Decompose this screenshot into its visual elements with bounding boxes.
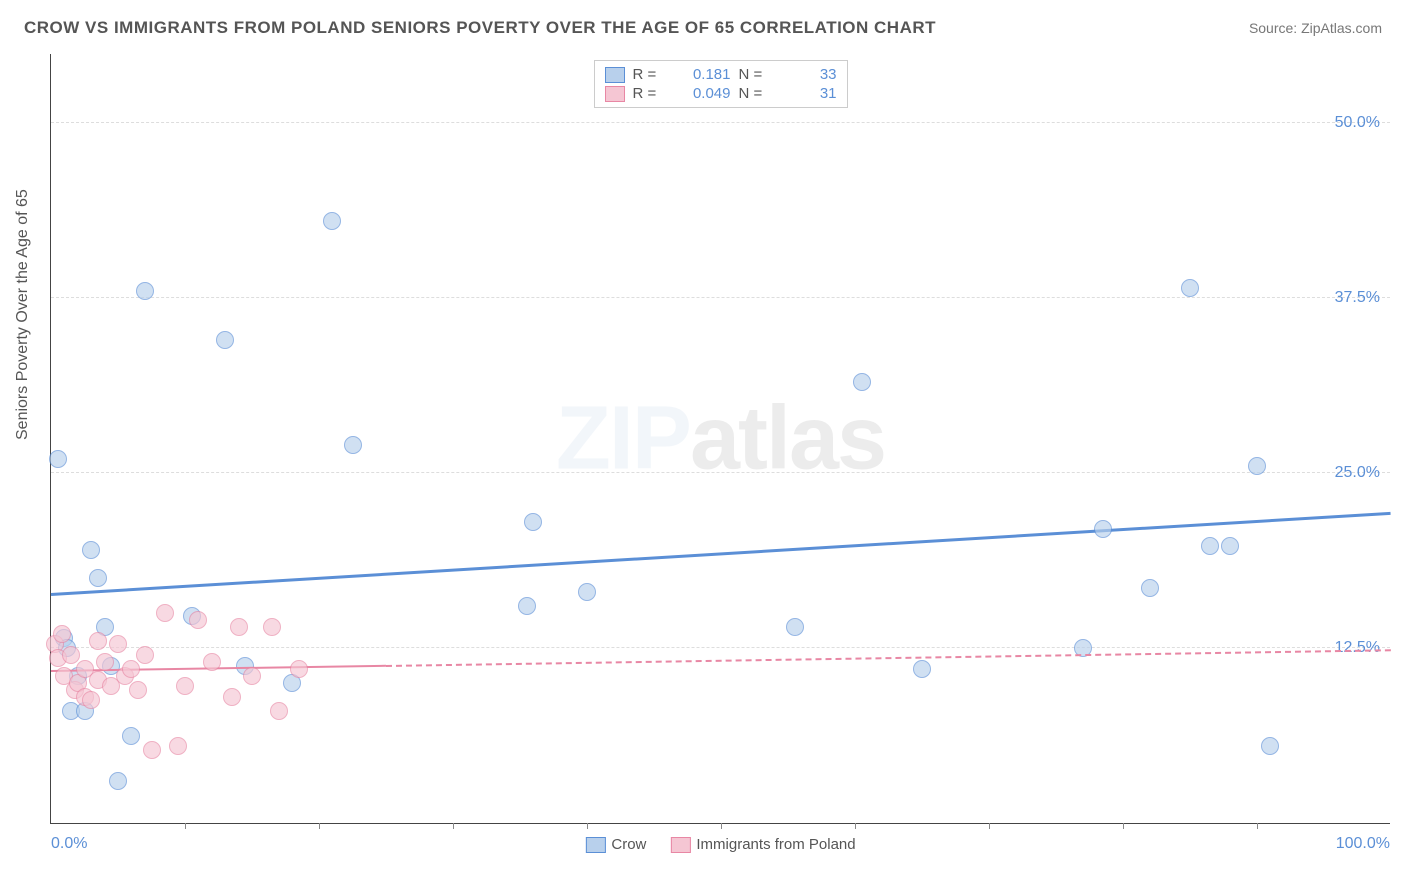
data-point xyxy=(1201,537,1219,555)
y-tick-label: 12.5% xyxy=(1335,639,1380,657)
legend-item: Crow xyxy=(585,836,646,853)
legend-bottom: Crow Immigrants from Poland xyxy=(585,836,855,853)
data-point xyxy=(344,436,362,454)
y-axis-title: Seniors Poverty Over the Age of 65 xyxy=(14,189,32,440)
data-point xyxy=(49,450,67,468)
legend-label: Crow xyxy=(611,836,646,853)
legend-r-label: R = xyxy=(633,66,667,83)
trend-line xyxy=(386,649,1391,667)
plot-area: ZIPatlas R =0.181N =33R =0.049N =31 0.0%… xyxy=(50,54,1390,824)
x-min-label: 0.0% xyxy=(51,835,87,853)
legend-r-label: R = xyxy=(633,85,667,102)
data-point xyxy=(913,660,931,678)
x-tick xyxy=(855,823,856,829)
legend-item: Immigrants from Poland xyxy=(670,836,855,853)
data-point xyxy=(62,646,80,664)
data-point xyxy=(263,618,281,636)
data-point xyxy=(156,604,174,622)
gridline xyxy=(51,122,1390,123)
data-point xyxy=(89,569,107,587)
data-point xyxy=(143,741,161,759)
x-tick xyxy=(989,823,990,829)
data-point xyxy=(122,727,140,745)
legend-n-label: N = xyxy=(739,66,773,83)
gridline xyxy=(51,472,1390,473)
legend-top: R = 0.181 N = 33 R = 0.049 N = 31 xyxy=(594,60,848,108)
data-point xyxy=(216,331,234,349)
x-tick xyxy=(587,823,588,829)
data-point xyxy=(82,691,100,709)
data-point xyxy=(89,632,107,650)
watermark: ZIPatlas xyxy=(556,387,885,490)
x-tick xyxy=(1123,823,1124,829)
x-max-label: 100.0% xyxy=(1336,835,1390,853)
data-point xyxy=(1221,537,1239,555)
data-point xyxy=(270,702,288,720)
data-point xyxy=(290,660,308,678)
data-point xyxy=(1181,279,1199,297)
trend-line xyxy=(51,512,1391,596)
chart-title: CROW VS IMMIGRANTS FROM POLAND SENIORS P… xyxy=(24,18,936,38)
legend-r-value: 0.181 xyxy=(675,66,731,83)
data-point xyxy=(230,618,248,636)
y-tick-label: 50.0% xyxy=(1335,114,1380,132)
data-point xyxy=(853,373,871,391)
data-point xyxy=(96,653,114,671)
y-tick-label: 37.5% xyxy=(1335,289,1380,307)
data-point xyxy=(176,677,194,695)
data-point xyxy=(136,646,154,664)
x-tick xyxy=(1257,823,1258,829)
x-tick xyxy=(453,823,454,829)
y-tick-label: 25.0% xyxy=(1335,464,1380,482)
title-bar: CROW VS IMMIGRANTS FROM POLAND SENIORS P… xyxy=(24,18,1382,38)
data-point xyxy=(524,513,542,531)
x-tick xyxy=(721,823,722,829)
legend-n-value: 33 xyxy=(781,66,837,83)
legend-swatch xyxy=(585,837,605,853)
legend-row: R = 0.049 N = 31 xyxy=(605,84,837,103)
chart-source: Source: ZipAtlas.com xyxy=(1249,20,1382,36)
legend-swatch xyxy=(605,67,625,83)
legend-r-value: 0.049 xyxy=(675,85,731,102)
x-tick xyxy=(185,823,186,829)
data-point xyxy=(136,282,154,300)
legend-swatch xyxy=(605,86,625,102)
data-point xyxy=(243,667,261,685)
data-point xyxy=(53,625,71,643)
legend-n-value: 31 xyxy=(781,85,837,102)
legend-n-label: N = xyxy=(739,85,773,102)
data-point xyxy=(223,688,241,706)
data-point xyxy=(1261,737,1279,755)
data-point xyxy=(1094,520,1112,538)
data-point xyxy=(786,618,804,636)
data-point xyxy=(323,212,341,230)
gridline xyxy=(51,647,1390,648)
data-point xyxy=(129,681,147,699)
data-point xyxy=(109,635,127,653)
data-point xyxy=(82,541,100,559)
data-point xyxy=(169,737,187,755)
data-point xyxy=(1141,579,1159,597)
data-point xyxy=(122,660,140,678)
data-point xyxy=(578,583,596,601)
legend-row: R = 0.181 N = 33 xyxy=(605,65,837,84)
legend-swatch xyxy=(670,837,690,853)
data-point xyxy=(203,653,221,671)
data-point xyxy=(109,772,127,790)
data-point xyxy=(518,597,536,615)
legend-label: Immigrants from Poland xyxy=(696,836,855,853)
data-point xyxy=(189,611,207,629)
data-point xyxy=(1248,457,1266,475)
x-tick xyxy=(319,823,320,829)
